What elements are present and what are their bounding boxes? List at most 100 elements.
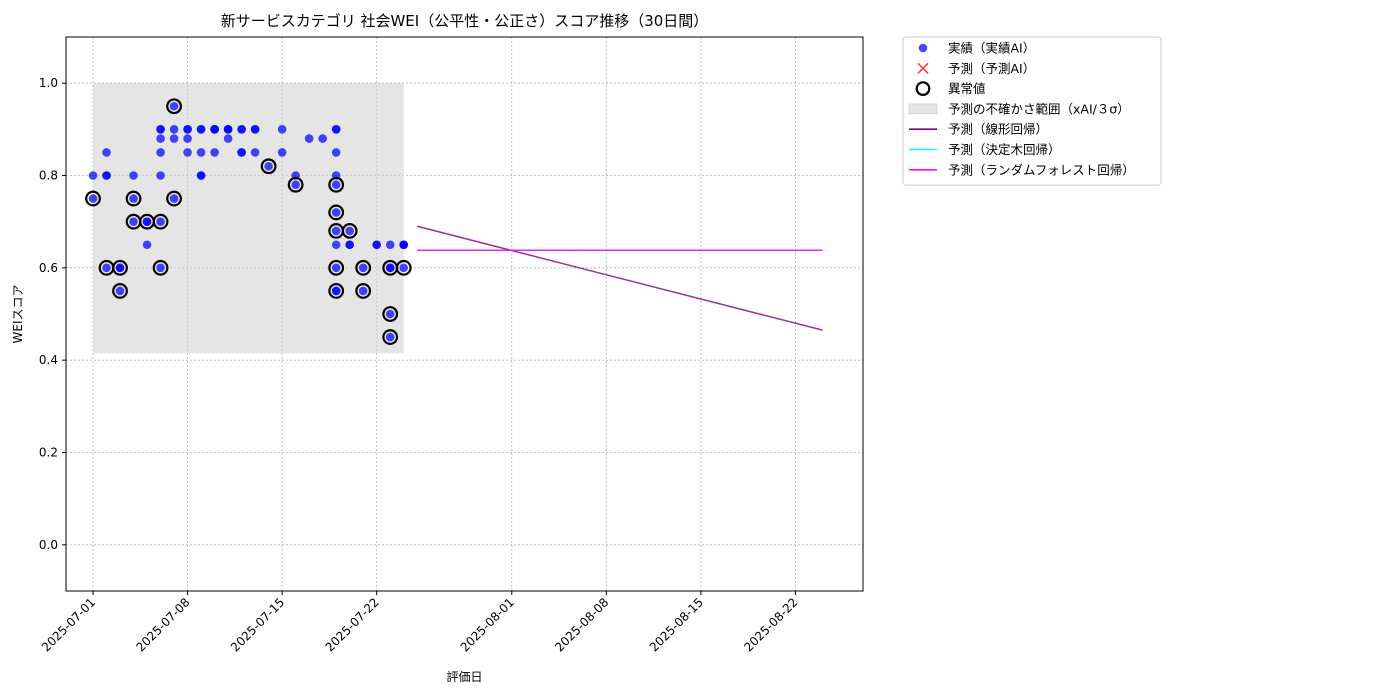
actual-point bbox=[156, 171, 165, 180]
x-tick-label: 2025-08-08 bbox=[552, 595, 611, 654]
anomaly-point bbox=[166, 190, 182, 207]
anomaly-point bbox=[85, 190, 101, 207]
actual-point bbox=[156, 263, 165, 273]
actual-point bbox=[372, 240, 381, 250]
actual-point bbox=[277, 148, 287, 157]
y-tick-label: 1.0 bbox=[39, 76, 58, 90]
anomaly-point bbox=[152, 259, 169, 276]
actual-points-layer bbox=[88, 101, 409, 342]
actual-point bbox=[385, 332, 395, 342]
y-tick-label: 0.4 bbox=[39, 353, 58, 367]
actual-point bbox=[223, 125, 233, 134]
legend-label: 予測（ランダムフォレスト回帰） bbox=[948, 162, 1135, 177]
actual-point bbox=[318, 134, 327, 143]
actual-point bbox=[129, 194, 138, 203]
anomaly-point bbox=[260, 158, 277, 175]
x-tick-label: 2025-07-01 bbox=[39, 595, 98, 654]
legend-marker-anomaly bbox=[915, 81, 931, 96]
actual-point bbox=[331, 180, 341, 190]
anomaly-point bbox=[395, 259, 412, 276]
actual-point bbox=[102, 263, 111, 273]
actual-point bbox=[237, 148, 246, 157]
actual-point bbox=[399, 263, 409, 273]
legend-label: 異常値 bbox=[948, 81, 986, 96]
actual-point bbox=[115, 263, 125, 273]
legend-label: 予測（線形回帰） bbox=[948, 122, 1048, 137]
actual-point bbox=[223, 134, 233, 143]
legend-label: 実績（実績AI） bbox=[948, 41, 1035, 56]
actual-point bbox=[156, 134, 165, 143]
anomaly-point bbox=[166, 98, 182, 115]
actual-point bbox=[399, 240, 409, 250]
y-tick-label: 0.0 bbox=[39, 538, 58, 552]
actual-point bbox=[142, 217, 152, 226]
legend-label: 予測の不確かさ範囲（xAI/３σ） bbox=[948, 101, 1130, 116]
actual-point bbox=[129, 217, 138, 226]
anomaly-point bbox=[328, 176, 345, 193]
actual-point bbox=[277, 125, 287, 134]
actual-point bbox=[264, 161, 273, 171]
actual-point bbox=[250, 125, 260, 134]
actual-point bbox=[156, 148, 165, 157]
actual-point bbox=[331, 286, 341, 296]
actual-point bbox=[385, 240, 395, 250]
actual-point bbox=[358, 263, 368, 273]
actual-point bbox=[102, 171, 111, 180]
actual-point bbox=[183, 125, 192, 134]
actual-point bbox=[345, 226, 354, 236]
actual-point bbox=[156, 125, 165, 134]
forecast-line-linear bbox=[417, 225, 823, 331]
legend-box bbox=[902, 36, 1162, 186]
x-tick-label: 2025-08-22 bbox=[741, 595, 800, 654]
anomaly-point bbox=[328, 259, 345, 276]
actual-point bbox=[291, 180, 300, 190]
actual-point bbox=[196, 125, 206, 134]
x-tick-label: 2025-08-01 bbox=[458, 595, 517, 654]
anomaly-point bbox=[328, 283, 345, 299]
anomaly-point bbox=[125, 190, 142, 207]
actual-point bbox=[169, 194, 179, 203]
anomaly-points-layer bbox=[85, 98, 412, 345]
legend-marker-forecast bbox=[917, 62, 929, 74]
legend-label: 予測（決定木回帰） bbox=[948, 142, 1061, 157]
anomaly-point bbox=[152, 213, 169, 230]
x-tick-label: 2025-07-15 bbox=[228, 595, 287, 654]
actual-point bbox=[183, 148, 192, 157]
y-axis-label: WEIスコア bbox=[11, 285, 25, 344]
actual-point bbox=[169, 125, 179, 134]
x-tick-label: 2025-08-15 bbox=[647, 595, 706, 654]
actual-point bbox=[142, 240, 152, 250]
actual-point bbox=[331, 263, 341, 273]
actual-point bbox=[331, 226, 341, 236]
anomaly-point bbox=[341, 222, 358, 239]
anomaly-point bbox=[287, 176, 304, 193]
x-tick-label: 2025-07-22 bbox=[323, 595, 382, 654]
actual-point bbox=[129, 171, 138, 180]
anomaly-point bbox=[328, 204, 345, 221]
actual-point bbox=[331, 240, 341, 250]
actual-point bbox=[196, 148, 206, 157]
actual-point bbox=[156, 217, 165, 226]
y-tick-label: 0.6 bbox=[39, 261, 58, 275]
actual-point bbox=[169, 101, 179, 111]
anomaly-point bbox=[382, 329, 399, 345]
actual-point bbox=[331, 208, 341, 217]
actual-point bbox=[102, 148, 111, 157]
chart-title: 新サービスカテゴリ 社会WEI（公平性・公正さ）スコア推移（30日間） bbox=[221, 12, 709, 30]
legend-marker-actual bbox=[918, 43, 928, 53]
actual-point bbox=[237, 125, 246, 134]
anomaly-point bbox=[112, 259, 128, 276]
actual-point bbox=[115, 286, 125, 296]
actual-point bbox=[358, 286, 368, 296]
anomaly-point bbox=[355, 283, 372, 299]
actual-point bbox=[250, 148, 260, 157]
anomaly-point bbox=[112, 283, 128, 299]
legend-swatch-uncertainty bbox=[908, 103, 938, 115]
actual-point bbox=[385, 263, 395, 273]
x-tick-label: 2025-07-08 bbox=[133, 595, 192, 654]
actual-point bbox=[304, 134, 314, 143]
y-axis: 0.0 0.2 0.4 0.6 0.8 1.0 bbox=[39, 76, 66, 552]
actual-point bbox=[385, 309, 395, 319]
